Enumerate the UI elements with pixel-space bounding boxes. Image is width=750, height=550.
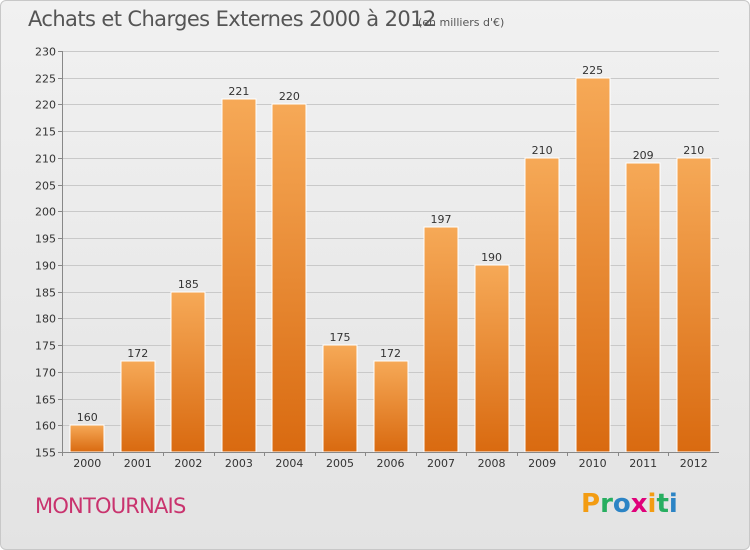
bar-2008 bbox=[474, 264, 510, 453]
bar-2000 bbox=[69, 424, 105, 453]
axes: 155 160 165 170 175 180 185 190 195 200 205 210 215 2… bbox=[35, 46, 719, 470]
x-tick-label: 2005 bbox=[326, 457, 354, 470]
logo-letter: x bbox=[630, 489, 648, 519]
y-tick-label: 190 bbox=[35, 260, 56, 273]
bars bbox=[69, 77, 712, 453]
y-tick-label: 170 bbox=[35, 367, 56, 380]
y-tick-label: 195 bbox=[35, 233, 56, 246]
bar-2009 bbox=[524, 157, 560, 453]
bar-2004 bbox=[271, 103, 307, 453]
bar-value-label: 209 bbox=[633, 149, 654, 162]
bar-2012 bbox=[676, 157, 712, 453]
x-tick-label: 2001 bbox=[124, 457, 152, 470]
bar-2002 bbox=[170, 291, 206, 453]
bar-2001 bbox=[120, 360, 156, 453]
chart-title: Achats et Charges Externes 2000 à 2012 bbox=[28, 7, 436, 31]
logo-letter: i bbox=[668, 489, 678, 519]
x-tick-label: 2007 bbox=[427, 457, 455, 470]
y-tick-label: 205 bbox=[35, 180, 56, 193]
bar-value-label: 210 bbox=[683, 144, 704, 157]
bar-value-label: 221 bbox=[228, 85, 249, 98]
bar-2007 bbox=[423, 226, 459, 453]
x-tick-label: 2012 bbox=[680, 457, 708, 470]
x-tick-label: 2002 bbox=[174, 457, 202, 470]
logo-letter: r bbox=[600, 489, 613, 519]
logo-letter: t bbox=[656, 489, 669, 519]
logo-letter: i bbox=[647, 489, 657, 519]
bar-2010 bbox=[575, 77, 611, 453]
y-tick-label: 200 bbox=[35, 206, 56, 219]
y-tick-label: 180 bbox=[35, 313, 56, 326]
y-tick-label: 230 bbox=[35, 46, 56, 59]
x-tick-label: 2000 bbox=[73, 457, 101, 470]
bar-value-label: 197 bbox=[431, 213, 452, 226]
x-tick-label: 2011 bbox=[629, 457, 657, 470]
x-tick-label: 2003 bbox=[225, 457, 253, 470]
bar-value-label: 220 bbox=[279, 90, 300, 103]
x-tick-label: 2010 bbox=[579, 457, 607, 470]
town-name: MONTOURNAIS bbox=[35, 494, 186, 518]
bar-2011 bbox=[625, 162, 661, 453]
x-tick-label: 2009 bbox=[528, 457, 556, 470]
x-tick-label: 2004 bbox=[275, 457, 303, 470]
bar-2003 bbox=[221, 98, 257, 453]
bar-2006 bbox=[373, 360, 409, 453]
y-tick-label: 160 bbox=[35, 420, 56, 433]
proxiti-logo: Proxiti bbox=[581, 489, 678, 519]
y-tick-label: 225 bbox=[35, 73, 56, 86]
bar-value-label: 225 bbox=[582, 64, 603, 77]
chart-subtitle: (en milliers d'€) bbox=[418, 16, 505, 29]
bar-value-label: 172 bbox=[380, 347, 401, 360]
bar-value-label: 160 bbox=[77, 411, 98, 424]
bar-2005 bbox=[322, 344, 358, 453]
y-tick-label: 165 bbox=[35, 394, 56, 407]
logo-letter: P bbox=[581, 489, 601, 519]
bar-value-label: 190 bbox=[481, 251, 502, 264]
bar-value-label: 172 bbox=[127, 347, 148, 360]
y-tick-label: 175 bbox=[35, 340, 56, 353]
bar-value-label: 210 bbox=[532, 144, 553, 157]
bar-value-label: 175 bbox=[329, 331, 350, 344]
x-tick-label: 2008 bbox=[478, 457, 506, 470]
y-tick-label: 215 bbox=[35, 126, 56, 139]
bar-value-label: 185 bbox=[178, 278, 199, 291]
y-tick-label: 220 bbox=[35, 99, 56, 112]
y-tick-label: 185 bbox=[35, 287, 56, 300]
y-tick-label: 155 bbox=[35, 447, 56, 460]
logo-letter: o bbox=[612, 489, 631, 519]
value-labels: 160 172 185 221 220 175 172 197 190 210 225 209 210 bbox=[77, 64, 704, 424]
y-tick-label: 210 bbox=[35, 153, 56, 166]
x-tick-label: 2006 bbox=[377, 457, 405, 470]
